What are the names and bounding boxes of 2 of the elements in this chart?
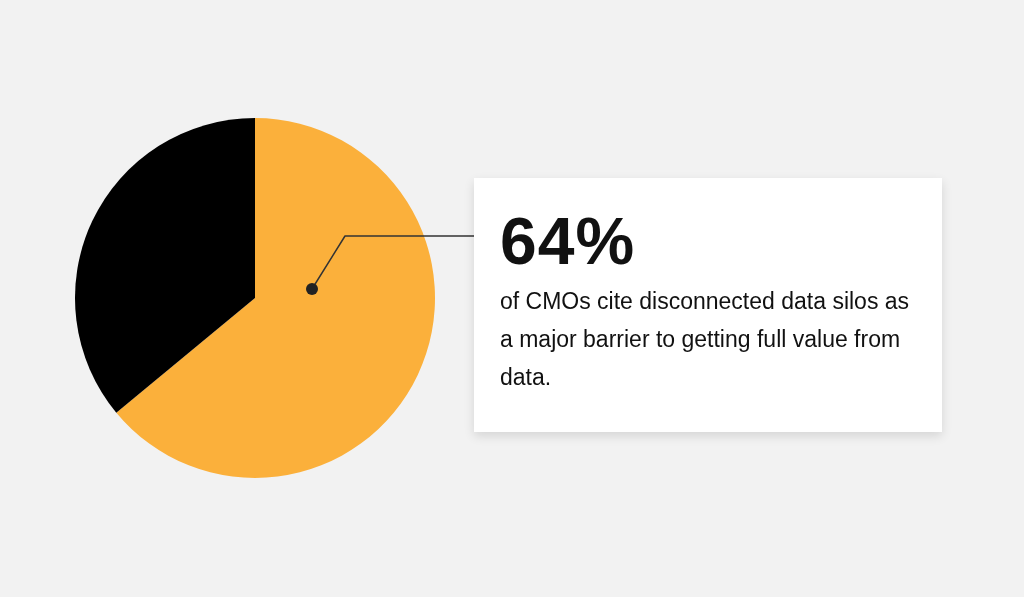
data-label: 64% — [500, 204, 637, 278]
text: of CMOs cite disconnected data silos as a major barrier to getting full value from data. — [500, 287, 911, 392]
